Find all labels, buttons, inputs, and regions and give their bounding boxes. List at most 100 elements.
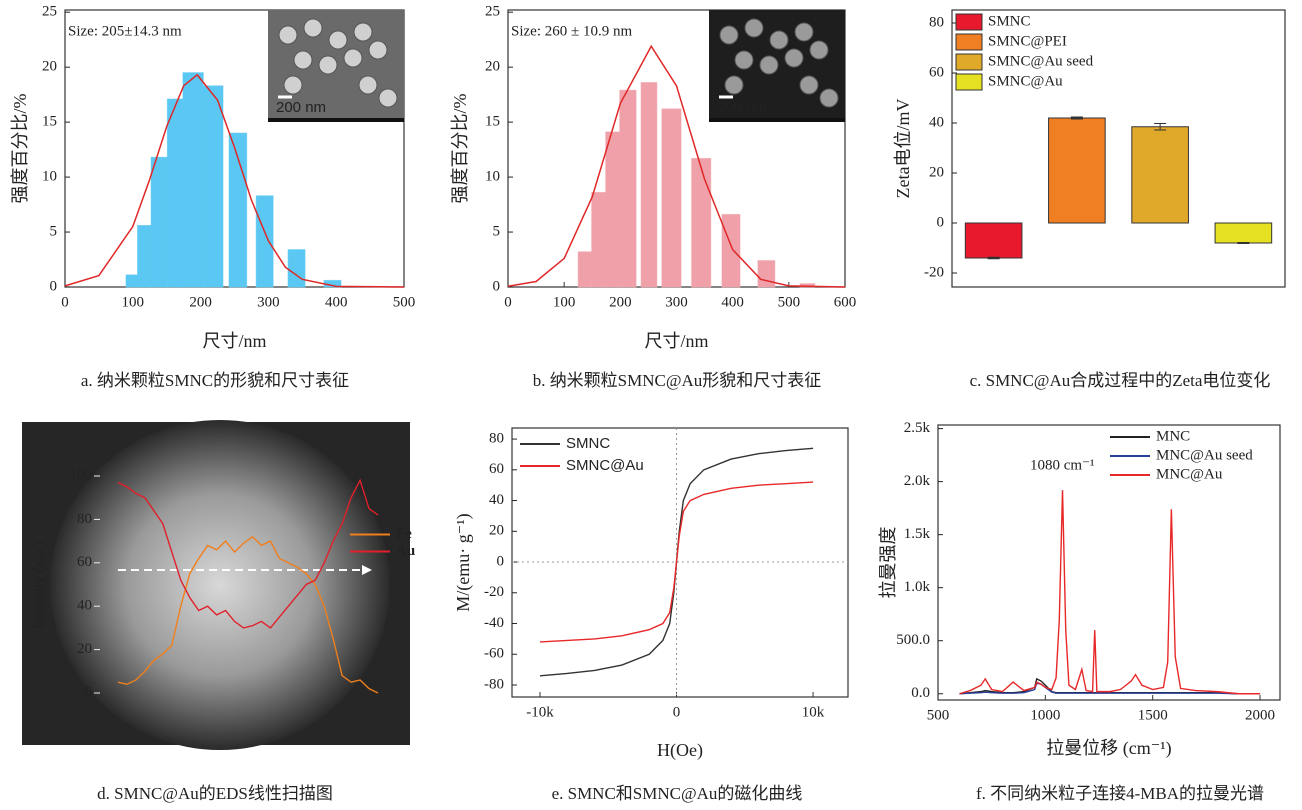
legend-swatch (956, 14, 982, 30)
caption: b. 纳米颗粒SMNC@Au形貌和尺寸表征 (533, 371, 822, 390)
inset-particle (820, 89, 838, 107)
x-axis-label: 拉曼位移 (cm⁻¹) (1046, 738, 1171, 759)
legend-swatch (956, 74, 982, 90)
caption: e. SMNC和SMNC@Au的磁化曲线 (552, 784, 803, 803)
y-tick-label: 25 (42, 4, 57, 20)
inset-particle (745, 19, 763, 37)
bar (1132, 127, 1189, 223)
x-tick-label: 500 (393, 294, 416, 310)
y-tick-label: 20 (77, 641, 92, 657)
bar (965, 223, 1022, 258)
inset-particle (725, 76, 743, 94)
y-tick-label: 80 (489, 431, 504, 447)
inset-particle (359, 76, 377, 94)
y-axis-label: 拉曼强度 (878, 527, 898, 599)
inset-particle (354, 23, 372, 41)
bar (183, 73, 203, 287)
x-tick-label: 600 (834, 294, 857, 310)
bar (256, 196, 273, 287)
inset-particle (770, 31, 788, 49)
y-tick-label: 0 (85, 684, 93, 700)
x-tick-label: 0 (504, 294, 512, 310)
inset-particle (284, 76, 302, 94)
x-tick-label: 300 (665, 294, 688, 310)
legend-label: Fe (396, 526, 412, 542)
y-tick-label: 2.0k (904, 473, 931, 489)
x-axis-label: H(Oe) (657, 740, 703, 761)
caption: a. 纳米颗粒SMNC的形貌和尺寸表征 (81, 371, 349, 390)
y-tick-label: 15 (485, 114, 500, 130)
inset-particle (279, 26, 297, 44)
y-tick-label: 1.5k (904, 526, 931, 542)
y-tick-label: 10 (42, 169, 57, 185)
bar (592, 192, 606, 287)
inset-particle (379, 89, 397, 107)
y-tick-label: 25 (485, 4, 500, 20)
x-tick-label: 2000 (1245, 707, 1275, 723)
y-tick-label: 5 (493, 223, 501, 239)
bar (288, 250, 305, 287)
x-tick-label: 1000 (1030, 707, 1060, 723)
y-tick-label: 0 (493, 278, 501, 294)
y-tick-label: -20 (924, 264, 944, 280)
plot-frame (938, 425, 1280, 700)
inset-footer (709, 118, 845, 122)
legend-label: SMNC (988, 13, 1031, 29)
y-tick-label: 0.0 (911, 685, 930, 701)
inset-particle (760, 56, 778, 74)
bar (578, 252, 591, 287)
y-tick-label: 80 (929, 14, 944, 30)
x-tick-label: 500 (778, 294, 801, 310)
inset-particle (344, 49, 362, 67)
x-tick-label: 1500 (1138, 707, 1168, 723)
bar (167, 99, 183, 287)
legend-label: Au (396, 543, 415, 559)
bar (692, 158, 711, 287)
x-axis-label: 尺寸/nm (644, 331, 708, 351)
figure: 05101520250100200300400500尺寸/nm强度百分比/%a.… (0, 0, 1302, 810)
x-tick-label: 0 (673, 704, 681, 720)
bar (151, 157, 167, 287)
y-tick-label: 20 (42, 59, 57, 75)
x-tick-label: 400 (325, 294, 348, 310)
y-tick-label: 40 (77, 598, 92, 614)
y-axis-label: Intensity (a.u.) (31, 541, 47, 629)
inset-particle (720, 26, 738, 44)
inset-particle (329, 31, 347, 49)
inset-footer (268, 118, 404, 122)
bar (662, 109, 681, 287)
y-tick-label: 0 (50, 278, 58, 294)
inset-particle (294, 51, 312, 69)
bar (1215, 223, 1272, 243)
y-tick-label: -40 (484, 615, 504, 631)
legend-swatch (956, 54, 982, 70)
x-axis-label: 尺寸/nm (202, 331, 266, 351)
caption: f. 不同纳米粒子连接4-MBA的拉曼光谱 (976, 784, 1264, 803)
y-tick-label: -80 (484, 676, 504, 692)
x-tick-label: 500 (927, 707, 950, 723)
y-tick-label: 0 (937, 214, 945, 230)
legend-label: SMNC (566, 435, 610, 452)
inset-particle (810, 41, 828, 59)
inset-particle (800, 76, 818, 94)
y-axis-label: Zeta电位/mV (893, 99, 913, 199)
x-tick-label: 0 (61, 294, 69, 310)
y-tick-label: 100 (70, 467, 93, 483)
y-tick-label: 40 (489, 492, 504, 508)
size-annotation: Size: 205±14.3 nm (68, 23, 182, 39)
x-tick-label: 200 (189, 294, 212, 310)
legend-label: SMNC@Au seed (988, 53, 1094, 69)
y-tick-label: 60 (929, 64, 944, 80)
y-tick-label: 10 (485, 169, 500, 185)
legend-swatch (956, 34, 982, 50)
bar (606, 132, 620, 287)
x-tick-label: 100 (122, 294, 145, 310)
y-tick-label: 2.5k (904, 420, 931, 436)
y-tick-label: 40 (929, 114, 944, 130)
bar (138, 225, 152, 287)
y-tick-label: 500.0 (896, 632, 930, 648)
inset-particle (319, 56, 337, 74)
x-tick-label: 10k (802, 704, 825, 720)
peak-annotation: 1080 cm⁻¹ (1030, 457, 1095, 473)
y-tick-label: 80 (77, 511, 92, 527)
